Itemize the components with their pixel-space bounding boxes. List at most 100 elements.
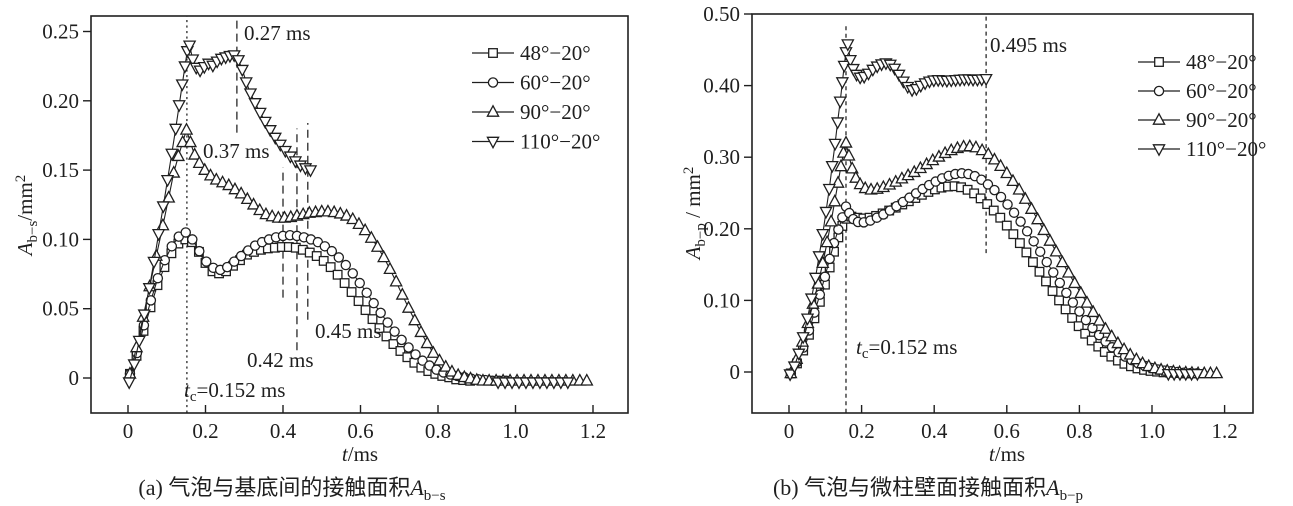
triangle-up-marker bbox=[352, 216, 366, 230]
triangle-up-marker bbox=[1123, 347, 1137, 360]
square-marker bbox=[346, 287, 357, 298]
triangle-up-marker bbox=[1037, 222, 1051, 236]
triangle-down-marker bbox=[843, 54, 858, 68]
panel-b-caption-sub: b−p bbox=[1060, 488, 1083, 504]
y-tick-label: 0.05 bbox=[42, 297, 79, 321]
triangle-down-marker bbox=[172, 100, 186, 113]
triangle-down-marker bbox=[186, 54, 200, 67]
triangle-up-marker bbox=[228, 181, 242, 195]
triangle-up-marker bbox=[187, 147, 202, 160]
circle-marker bbox=[319, 241, 331, 252]
square-marker bbox=[1001, 220, 1012, 231]
x-tick-label: 0 bbox=[784, 419, 795, 443]
circle-marker bbox=[375, 307, 386, 319]
panel-a-tc-var: t bbox=[184, 378, 191, 402]
square-marker bbox=[1008, 229, 1019, 240]
circle-marker bbox=[382, 317, 393, 328]
circle-marker bbox=[1015, 216, 1026, 227]
circle-marker bbox=[1048, 267, 1059, 278]
legend-key-6020 bbox=[472, 77, 514, 88]
y-tick-label: 0.20 bbox=[703, 217, 740, 241]
triangle-up-marker bbox=[1098, 321, 1113, 334]
triangle-up-marker bbox=[1086, 304, 1100, 318]
triangle-up-marker bbox=[432, 353, 447, 366]
circle-marker bbox=[989, 184, 1000, 196]
triangle-up-marker bbox=[395, 287, 410, 300]
square-marker bbox=[1080, 328, 1091, 339]
triangle-down-marker bbox=[819, 206, 833, 220]
square-marker bbox=[988, 205, 999, 216]
triangle-up-marker bbox=[171, 148, 186, 162]
panel-a-tc-rest: =0.152 ms bbox=[197, 378, 286, 402]
circle-marker bbox=[201, 256, 212, 267]
circle-marker bbox=[221, 261, 233, 273]
triangle-down-marker bbox=[800, 313, 815, 326]
triangle-down-marker bbox=[253, 107, 267, 121]
circle-marker bbox=[1080, 314, 1092, 326]
x-tick-label: 0.2 bbox=[192, 419, 218, 443]
triangle-up-marker bbox=[1129, 351, 1144, 365]
triangle-down-marker bbox=[122, 377, 136, 390]
circle-marker bbox=[824, 253, 835, 265]
circle-marker bbox=[152, 272, 164, 284]
circle-marker bbox=[194, 245, 205, 257]
square-marker bbox=[360, 305, 371, 316]
triangle-down-marker bbox=[892, 69, 906, 83]
triangle-down-marker bbox=[796, 332, 810, 345]
triangle-up-marker bbox=[1067, 275, 1082, 289]
triangle-up-marker bbox=[975, 142, 989, 156]
triangle-up-marker bbox=[377, 249, 391, 263]
triangle-down-marker bbox=[165, 148, 179, 162]
square-marker bbox=[388, 339, 399, 349]
x-tick-label: 0.4 bbox=[921, 419, 948, 443]
triangle-down-marker bbox=[137, 309, 151, 322]
square-marker bbox=[1047, 286, 1058, 297]
panel-b-ylabel-sup: 2 bbox=[681, 167, 697, 175]
panel-b-xlabel-rest: /ms bbox=[995, 442, 1025, 466]
triangle-down-marker bbox=[979, 73, 993, 87]
panel-a-legend-label-110-20: 110°−20° bbox=[520, 130, 600, 154]
panel-b-caption: (b) 气泡与微柱壁面接触面积Ab−p bbox=[773, 475, 1083, 504]
panel-a-ylabel-var: A bbox=[13, 242, 37, 257]
square-marker bbox=[1021, 247, 1032, 258]
square-marker bbox=[318, 255, 329, 266]
triangle-up-marker bbox=[486, 104, 500, 117]
square-marker bbox=[975, 193, 986, 204]
circle-marker bbox=[1061, 287, 1072, 299]
series-line bbox=[790, 172, 1198, 374]
triangle-up-marker bbox=[370, 239, 385, 252]
circle-marker bbox=[1008, 207, 1020, 218]
panel-a-annotation-027: 0.27 ms bbox=[244, 21, 311, 45]
triangle-down-marker bbox=[268, 132, 282, 146]
triangle-down-marker bbox=[175, 79, 189, 92]
circle-marker bbox=[417, 355, 428, 366]
plot-box bbox=[90, 15, 629, 414]
circle-marker bbox=[333, 252, 345, 263]
triangle-up-marker bbox=[222, 177, 236, 191]
panel-a-ylabel-sup: 2 bbox=[13, 175, 29, 183]
square-marker bbox=[1054, 295, 1065, 306]
triangle-up-marker bbox=[1117, 341, 1131, 355]
square-marker bbox=[381, 331, 392, 342]
circle-marker bbox=[361, 287, 372, 299]
square-marker bbox=[374, 323, 385, 334]
plot-box bbox=[751, 13, 1254, 414]
circle-marker bbox=[368, 297, 379, 309]
y-tick-label: 0.10 bbox=[703, 288, 740, 312]
panel-b-ylabel-sub: b−p bbox=[693, 223, 709, 246]
circle-marker bbox=[1002, 199, 1013, 210]
triangle-up-marker bbox=[816, 255, 830, 269]
triangle-up-marker bbox=[1074, 285, 1088, 299]
triangle-up-marker bbox=[845, 161, 859, 174]
y-tick-label: 0.20 bbox=[42, 89, 79, 113]
series-6020 bbox=[785, 168, 1203, 379]
triangle-up-marker bbox=[849, 170, 863, 183]
panel-a-caption-text: (a) 气泡与基底间的接触面积 bbox=[138, 475, 410, 500]
series-9020 bbox=[784, 135, 1224, 379]
square-marker bbox=[1067, 312, 1078, 323]
circle-marker bbox=[235, 250, 247, 262]
triangle-up-marker bbox=[426, 345, 441, 358]
x-tick-label: 0.8 bbox=[425, 419, 451, 443]
x-tick-label: 0.2 bbox=[848, 419, 874, 443]
